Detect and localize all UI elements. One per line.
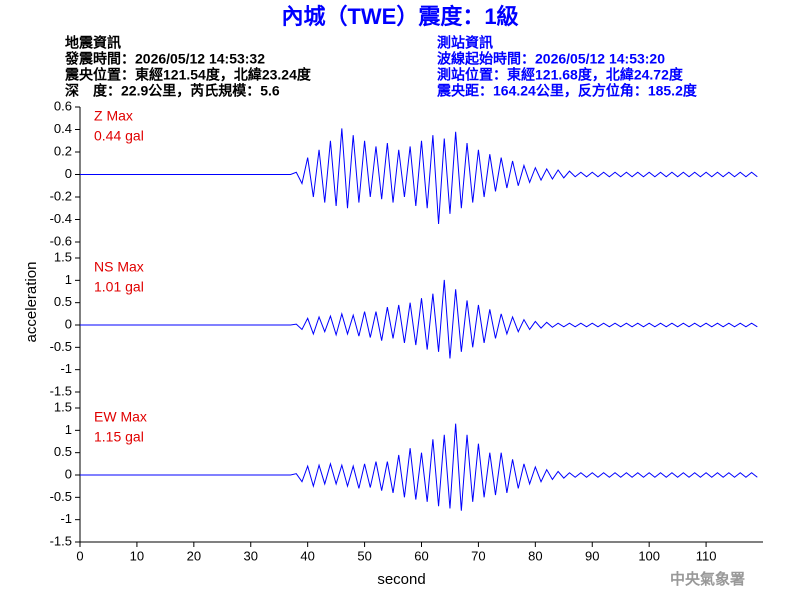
x-tick-label: 50: [357, 548, 371, 563]
x-tick-label: 0: [76, 548, 83, 563]
y-tick-label: -1: [60, 361, 72, 376]
max-value: 1.15 gal: [94, 429, 144, 445]
info-left: 深 度：22.9公里，芮氏規模：5.6: [65, 83, 280, 99]
info-right: 測站位置：東經121.68度，北緯24.72度: [437, 67, 684, 83]
y-tick-label: -0.5: [50, 489, 72, 504]
max-label: EW Max: [94, 409, 147, 425]
y-axis-label: acceleration: [23, 262, 40, 343]
x-tick-label: 90: [585, 548, 599, 563]
y-tick-label: 0.4: [54, 121, 72, 136]
x-tick-label: 40: [300, 548, 314, 563]
x-tick-label: 110: [696, 548, 717, 563]
x-tick-label: 10: [130, 548, 144, 563]
info-right: 波線起始時間：2026/05/12 14:53:20: [437, 51, 665, 67]
y-tick-label: -0.6: [50, 233, 72, 248]
max-label: NS Max: [94, 259, 144, 275]
max-value: 0.44 gal: [94, 128, 144, 144]
x-tick-label: 100: [638, 548, 660, 563]
y-tick-label: -1: [60, 511, 72, 526]
max-label: Z Max: [94, 108, 133, 124]
info-left: 發震時間：2026/05/12 14:53:32: [64, 51, 265, 67]
y-tick-label: 0: [65, 466, 72, 481]
x-tick-label: 30: [244, 548, 258, 563]
info-right: 測站資訊: [437, 35, 493, 51]
watermark: 中央氣象署: [670, 570, 745, 588]
x-tick-label: 20: [187, 548, 201, 563]
waveform: [80, 128, 758, 225]
y-tick-label: 0.2: [54, 143, 72, 158]
y-tick-label: 0.5: [54, 444, 72, 459]
y-tick-label: -0.5: [50, 339, 72, 354]
max-value: 1.01 gal: [94, 279, 144, 295]
y-tick-label: -0.2: [50, 188, 72, 203]
info-left: 地震資訊: [65, 35, 121, 51]
y-tick-label: 0: [65, 316, 72, 331]
waveform: [80, 279, 758, 359]
waveform: [80, 423, 758, 511]
x-tick-label: 80: [528, 548, 542, 563]
x-tick-label: 60: [414, 548, 428, 563]
x-axis-label: second: [377, 571, 425, 588]
y-tick-label: 0.5: [54, 294, 72, 309]
y-tick-label: -1.5: [50, 383, 72, 398]
y-tick-label: 0.6: [54, 98, 72, 113]
info-left: 震央位置：東經121.54度，北緯23.24度: [64, 67, 312, 83]
y-tick-label: -1.5: [50, 533, 72, 548]
y-tick-label: 1.5: [54, 399, 72, 414]
y-tick-label: 1: [65, 272, 72, 287]
y-tick-label: 1.5: [54, 249, 72, 264]
x-tick-label: 70: [471, 548, 485, 563]
info-right: 震央距：164.24公里，反方位角：185.2度: [436, 83, 698, 99]
y-tick-label: 1: [65, 422, 72, 437]
y-tick-label: 0: [65, 166, 72, 181]
chart-title: 內城（TWE）震度：1級: [281, 4, 518, 29]
y-tick-label: -0.4: [50, 211, 72, 226]
